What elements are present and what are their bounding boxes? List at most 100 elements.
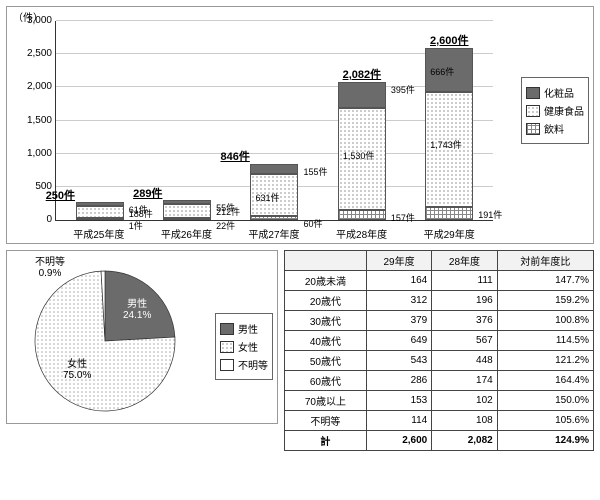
- pie-legend: 男性女性不明等: [215, 313, 273, 380]
- cell: 105.6%: [497, 411, 593, 431]
- cell: 20歳未満: [285, 271, 367, 291]
- col-header: [285, 251, 367, 271]
- bar-3: 157件 1,530件 395件2,082件: [338, 21, 386, 220]
- cell: 114: [366, 411, 431, 431]
- cell: 108: [432, 411, 497, 431]
- bar-1: 22件212件55件289件: [163, 21, 211, 220]
- bar-total-label: 2,600件: [425, 32, 473, 48]
- cell: 102: [432, 391, 497, 411]
- cell: 50歳代: [285, 351, 367, 371]
- bar-seg-label: 666件: [430, 65, 454, 78]
- table-row: 40歳代649567114.5%: [285, 331, 594, 351]
- plot-area: 05001,0001,5002,0002,5003,000 1件188件61件2…: [55, 21, 493, 221]
- table-row: 30歳代379376100.8%: [285, 311, 594, 331]
- x-tick: 平成25年度: [73, 226, 124, 241]
- pie-legend-item-unknown: 不明等: [220, 357, 268, 372]
- bar-seg-label: 191件: [478, 208, 502, 221]
- bar-seg-label: 61件: [129, 203, 148, 216]
- table-row: 20歳未満164111147.7%: [285, 271, 594, 291]
- pie-chart: 男性24.1% 女性75.0% 不明等0.9% 男性女性不明等: [6, 250, 278, 424]
- bar-seg-label: 55件: [216, 201, 235, 214]
- bar-chart-legend: 化粧品健康食品飲料: [521, 77, 589, 144]
- cell: 124.9%: [497, 431, 593, 451]
- cell: 30歳代: [285, 311, 367, 331]
- cell: 150.0%: [497, 391, 593, 411]
- bar-seg-health: 212件: [163, 204, 211, 218]
- cell: 20歳代: [285, 291, 367, 311]
- cell: 543: [366, 351, 431, 371]
- bar-seg-cosme: 155件: [250, 164, 298, 174]
- bar-total-label: 846件: [220, 148, 280, 164]
- cell: 不明等: [285, 411, 367, 431]
- cell: 174: [432, 371, 497, 391]
- cell: 2,082: [432, 431, 497, 451]
- y-tick: 1,500: [16, 115, 52, 126]
- legend-item-cosme: 化粧品: [526, 85, 584, 100]
- col-header: 対前年度比: [497, 251, 593, 271]
- cell: 計: [285, 431, 367, 451]
- cell: 147.7%: [497, 271, 593, 291]
- table-row: 不明等114108105.6%: [285, 411, 594, 431]
- table-row: 20歳代312196159.2%: [285, 291, 594, 311]
- cell: 40歳代: [285, 331, 367, 351]
- cell: 312: [366, 291, 431, 311]
- cell: 196: [432, 291, 497, 311]
- table-total-row: 計2,6002,082124.9%: [285, 431, 594, 451]
- bar-seg-health: 1,743件: [425, 92, 473, 208]
- cell: 100.8%: [497, 311, 593, 331]
- pie-svg: [25, 263, 185, 413]
- bar-seg-health: 631件: [250, 174, 298, 216]
- cell: 2,600: [366, 431, 431, 451]
- legend-item-health: 健康食品: [526, 103, 584, 118]
- table-row: 50歳代543448121.2%: [285, 351, 594, 371]
- cell: 164.4%: [497, 371, 593, 391]
- pie-legend-item-male: 男性: [220, 321, 268, 336]
- cell: 159.2%: [497, 291, 593, 311]
- y-tick: 2,000: [16, 81, 52, 92]
- bar-seg-label: 395件: [391, 83, 415, 96]
- pie-label-unknown: 不明等0.9%: [35, 257, 65, 279]
- cell: 153: [366, 391, 431, 411]
- bar-total-label: 2,082件: [338, 66, 386, 82]
- bar-seg-cosme: 395件: [338, 82, 386, 108]
- bar-2: 60件631件155件846件: [250, 21, 298, 220]
- bar-seg-label: 1,743件: [430, 138, 462, 151]
- cell: 70歳以上: [285, 391, 367, 411]
- cell: 111: [432, 271, 497, 291]
- cell: 379: [366, 311, 431, 331]
- col-header: 28年度: [432, 251, 497, 271]
- pie-legend-item-female: 女性: [220, 339, 268, 354]
- x-tick: 平成28年度: [336, 226, 387, 241]
- bar-seg-cosme: 666件: [425, 48, 473, 92]
- cell: 121.2%: [497, 351, 593, 371]
- table-row: 60歳代286174164.4%: [285, 371, 594, 391]
- bar-4: 191件 1,743件 666件 2,600件: [425, 21, 473, 220]
- bar-seg-label: 157件: [391, 211, 415, 224]
- stacked-bar-chart: （件） 05001,0001,5002,0002,5003,000 1件188件…: [6, 6, 594, 244]
- bar-seg-drink: 191件: [425, 207, 473, 220]
- bar-total-label: 289件: [133, 185, 193, 201]
- cell: 649: [366, 331, 431, 351]
- pie-label-male: 男性24.1%: [123, 299, 151, 321]
- bar-seg-label: 1,530件: [343, 149, 375, 162]
- bar-seg-drink: 1件: [76, 218, 124, 220]
- x-tick: 平成26年度: [161, 226, 212, 241]
- y-tick: 2,500: [16, 48, 52, 59]
- bar-total-label: 250件: [46, 187, 106, 203]
- y-tick: 1,000: [16, 148, 52, 159]
- legend-item-drink: 飲料: [526, 121, 584, 136]
- bar-seg-drink: 157件: [338, 210, 386, 220]
- bar-seg-cosme: 55件: [163, 200, 211, 204]
- bar-seg-drink: 60件: [250, 216, 298, 220]
- cell: 567: [432, 331, 497, 351]
- bar-seg-drink: 22件: [163, 218, 211, 220]
- bar-seg-health: 1,530件: [338, 108, 386, 209]
- pie-label-female: 女性75.0%: [63, 359, 91, 381]
- cell: 114.5%: [497, 331, 593, 351]
- x-axis: 平成25年度 平成26年度 平成27年度 平成28年度 平成29年度: [55, 226, 493, 241]
- x-tick: 平成27年度: [248, 226, 299, 241]
- col-header: 29年度: [366, 251, 431, 271]
- cell: 376: [432, 311, 497, 331]
- cell: 164: [366, 271, 431, 291]
- x-tick: 平成29年度: [424, 226, 475, 241]
